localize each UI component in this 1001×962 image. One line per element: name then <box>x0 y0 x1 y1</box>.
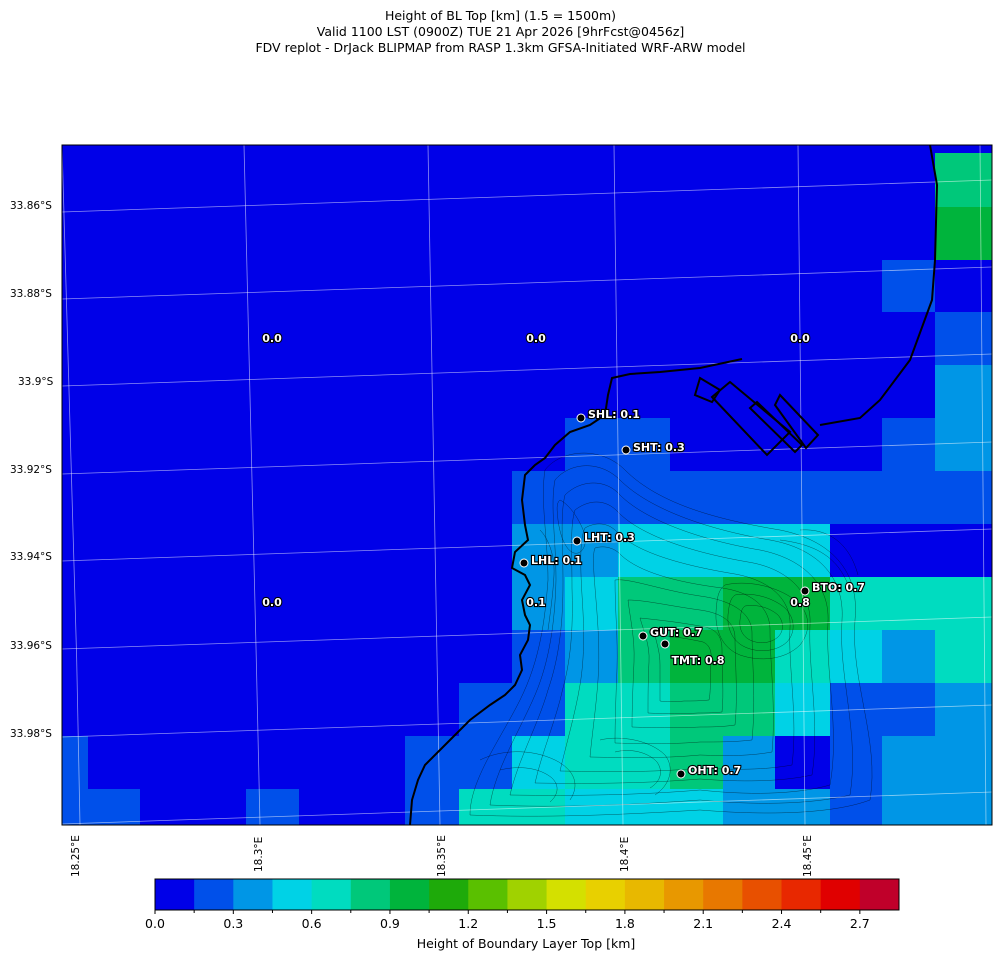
station-marker-lhl <box>519 558 529 568</box>
grid-value-label: 0.0 <box>790 332 810 345</box>
colorbar <box>154 879 900 914</box>
colorbar-swatch <box>350 879 391 910</box>
colorbar-swatch <box>585 879 626 910</box>
grid-value-label: 0.0 <box>262 332 282 345</box>
station-label-gut: GUT: 0.7 <box>650 626 703 639</box>
lat-label: 33.9°S <box>18 376 54 388</box>
colorbar-swatch <box>781 879 822 910</box>
grid-value-label: 0.0 <box>262 596 282 609</box>
colorbar-swatch <box>546 879 587 910</box>
terrain-contours <box>469 452 873 817</box>
colorbar-swatch <box>233 879 273 910</box>
lat-label: 33.86°S <box>10 200 52 212</box>
station-label-lht: LHT: 0.3 <box>584 531 635 544</box>
station-marker-tmt <box>660 639 670 649</box>
colorbar-swatch <box>703 879 743 910</box>
station-marker-oht <box>676 769 686 779</box>
lon-label: 18.3°E <box>253 836 265 872</box>
colorbar-swatch <box>194 879 234 910</box>
lat-label: 33.96°S <box>10 640 52 652</box>
colorbar-swatch <box>155 879 195 910</box>
grid-value-label: TMT: 0.8 <box>671 654 724 667</box>
colorbar-swatch <box>820 879 861 910</box>
title-line-3: FDV replot - DrJack BLIPMAP from RASP 1.… <box>255 40 746 55</box>
title-line-2: Valid 1100 LST (0900Z) TUE 21 Apr 2026 [… <box>316 24 685 39</box>
colorbar-swatch <box>389 879 430 910</box>
station-marker-gut <box>638 631 648 641</box>
colorbar-label: Height of Boundary Layer Top [km] <box>416 936 636 951</box>
lon-label: 18.25°E <box>70 835 82 877</box>
colorbar-swatch <box>272 879 313 910</box>
colorbar-swatch <box>311 879 352 910</box>
colorbar-swatch <box>664 879 704 910</box>
station-markers: SHL: 0.1 SHT: 0.3 LHT: 0.3 LHL: 0.1 BTO:… <box>519 407 866 779</box>
colorbar-swatch <box>742 879 783 910</box>
station-label-oht: OHT: 0.7 <box>688 764 741 777</box>
title-line-1: Height of BL Top [km] (1.5 = 1500m) <box>384 8 617 23</box>
colorbar-swatch <box>624 879 665 910</box>
lon-label: 18.35°E <box>436 835 448 877</box>
lat-label: 33.98°S <box>10 728 52 740</box>
lat-label: 33.94°S <box>10 551 52 563</box>
station-marker-shl <box>576 413 586 423</box>
colorbar-swatch <box>859 879 900 910</box>
station-label-sht: SHT: 0.3 <box>633 441 685 454</box>
lat-label: 33.88°S <box>10 288 52 300</box>
station-label-lhl: LHL: 0.1 <box>531 554 582 567</box>
station-marker-bto <box>800 586 810 596</box>
station-label-shl: SHL: 0.1 <box>588 408 640 421</box>
station-marker-lht <box>572 536 582 546</box>
map-frame <box>61 144 993 826</box>
lat-label: 33.92°S <box>10 464 52 476</box>
lon-label: 18.45°E <box>802 835 814 877</box>
grid-value-labels: 0.0 0.0 0.0 0.0 0.1 0.8 TMT: 0.8 <box>261 331 811 668</box>
colorbar-swatch <box>507 879 548 910</box>
map-title: Height of BL Top [km] (1.5 = 1500m) Vali… <box>0 8 1001 56</box>
lon-label: 18.4°E <box>619 836 631 872</box>
map-plot-area: 0.0 0.0 0.0 0.0 0.1 0.8 TMT: 0.8 SHL: 0.… <box>62 145 992 825</box>
station-label-bto: BTO: 0.7 <box>812 581 865 594</box>
station-marker-sht <box>621 445 631 455</box>
coastline <box>409 145 939 825</box>
colorbar-swatch <box>429 879 469 910</box>
colorbar-frame <box>154 878 900 911</box>
colorbar-swatch <box>468 879 508 910</box>
grid-value-label: 0.0 <box>526 332 546 345</box>
grid-value-label: 0.1 <box>526 596 546 609</box>
grid-value-label: 0.8 <box>790 596 810 609</box>
